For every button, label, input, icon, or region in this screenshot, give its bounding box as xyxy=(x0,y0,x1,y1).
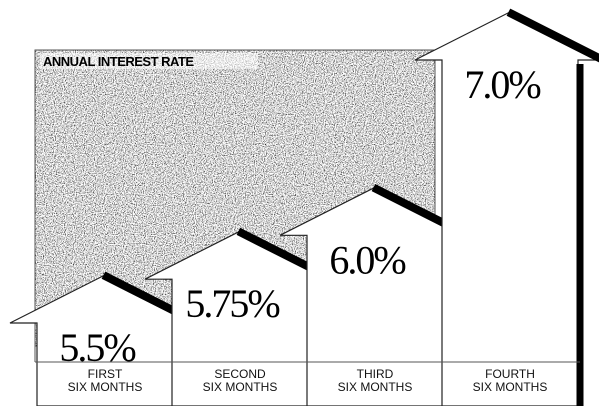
category-label: SECOND SIX MONTHS xyxy=(202,367,278,394)
value-label: 7.0% xyxy=(464,62,540,107)
category-label: FOURTH SIX MONTHS xyxy=(472,367,548,394)
value-label: 5.5% xyxy=(59,325,135,370)
category-label: THIRD SIX MONTHS xyxy=(337,367,413,394)
value-label: 5.75% xyxy=(185,281,279,326)
arrow-shadow xyxy=(506,8,599,63)
category-label: FIRST SIX MONTHS xyxy=(67,367,143,394)
value-label: 6.0% xyxy=(329,237,405,282)
title-backdrop xyxy=(40,53,258,69)
chart-title: ANNUAL INTEREST RATE xyxy=(43,54,194,69)
